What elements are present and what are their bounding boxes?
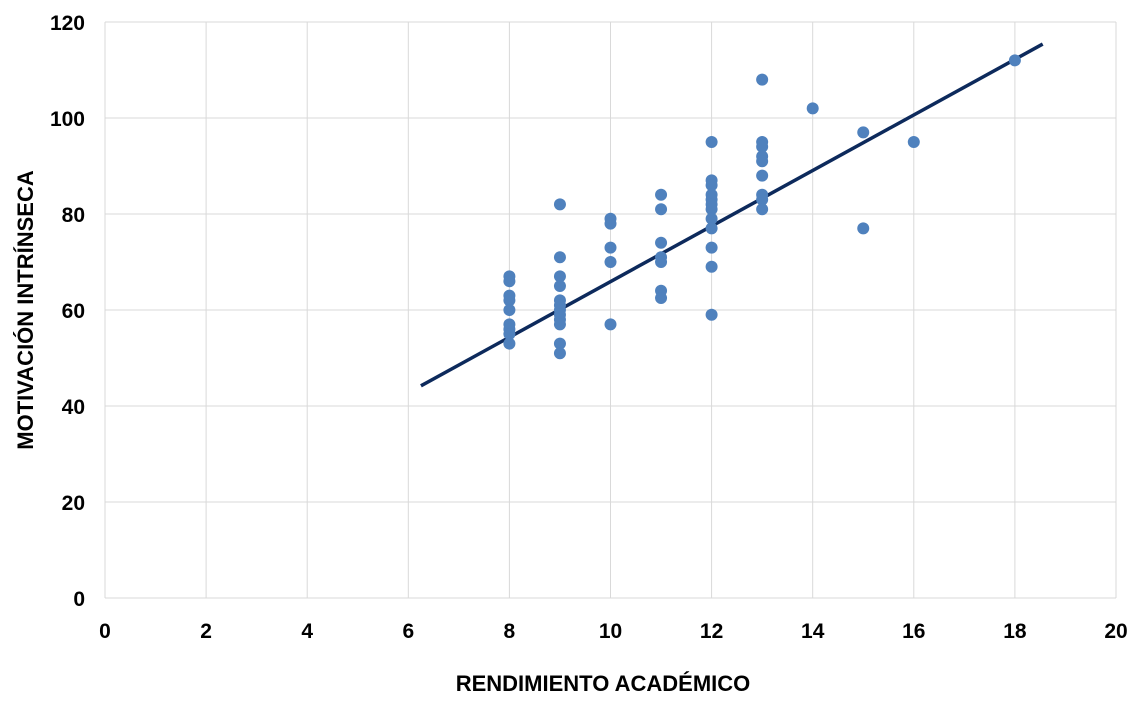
point [604, 241, 617, 254]
point [503, 337, 516, 350]
point [553, 280, 566, 292]
point [756, 203, 769, 216]
point [756, 193, 769, 206]
y-tick-label: 80 [62, 204, 85, 227]
y-tick-label: 0 [73, 588, 85, 611]
x-tick-label: 18 [1003, 620, 1027, 643]
point [503, 294, 516, 307]
point [1008, 54, 1021, 67]
point [756, 169, 769, 182]
point [756, 73, 769, 86]
x-tick-label: 2 [200, 620, 212, 643]
x-tick-label: 4 [301, 620, 313, 643]
point [857, 222, 870, 235]
point [705, 222, 718, 235]
point [553, 347, 566, 360]
point [503, 275, 516, 288]
x-tick-label: 0 [99, 620, 111, 643]
x-tick-label: 8 [504, 620, 516, 643]
point [655, 256, 668, 268]
point [553, 198, 566, 211]
point [655, 188, 668, 201]
point [705, 136, 718, 148]
x-tick-label: 12 [700, 620, 723, 643]
x-tick-label: 20 [1104, 620, 1127, 643]
x-tick-label: 6 [402, 620, 414, 643]
point [756, 155, 769, 168]
trendline [420, 42, 1044, 388]
point [503, 328, 516, 340]
point [553, 270, 566, 283]
point [655, 236, 668, 249]
y-tick-label: 20 [62, 492, 85, 515]
point [857, 126, 870, 139]
y-tick-label: 120 [50, 12, 85, 35]
point [756, 140, 769, 153]
point [604, 256, 617, 268]
point [604, 318, 617, 331]
point [553, 251, 566, 264]
x-tick-label: 14 [801, 620, 825, 643]
point [806, 102, 819, 115]
point [553, 337, 566, 350]
y-tick-label: 60 [62, 300, 85, 323]
point [705, 203, 718, 216]
point [655, 292, 668, 304]
x-tick-label: 10 [599, 620, 622, 643]
x-axis-label: RENDIMIENTO ACADÉMICO [456, 671, 751, 696]
y-axis-label: MOTIVACIÓN INTRÍNSECA [13, 170, 38, 450]
point [705, 260, 718, 273]
point [503, 304, 516, 316]
y-tick-label: 100 [50, 108, 85, 131]
point [705, 241, 718, 254]
point [604, 217, 617, 230]
point [705, 308, 718, 321]
point [907, 136, 920, 148]
point [655, 203, 668, 216]
point [705, 212, 718, 225]
x-tick-label: 16 [902, 620, 925, 643]
point [553, 318, 566, 331]
y-tick-label: 40 [62, 396, 85, 419]
point [705, 179, 718, 192]
